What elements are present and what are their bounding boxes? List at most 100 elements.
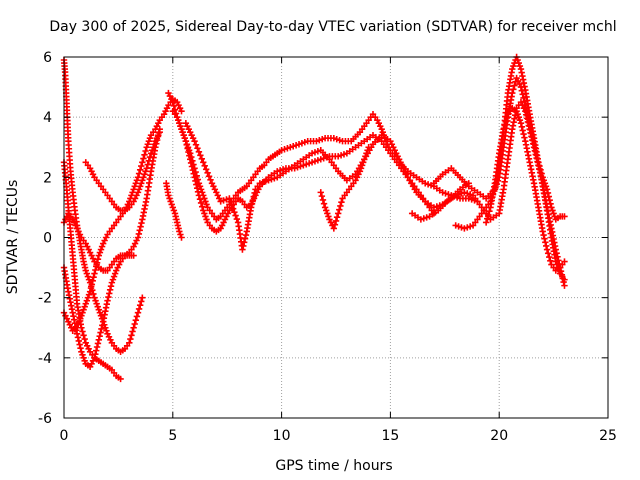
data-point xyxy=(515,113,522,121)
data-point xyxy=(197,152,204,159)
series-trace-11 xyxy=(317,144,372,232)
data-point xyxy=(549,207,556,214)
data-point xyxy=(363,150,370,157)
data-point xyxy=(330,225,338,232)
series-trace-9 xyxy=(169,107,438,235)
data-point xyxy=(138,298,145,305)
data-point xyxy=(544,250,552,257)
data-point xyxy=(110,273,118,280)
data-point xyxy=(177,122,184,130)
data-point xyxy=(545,193,553,200)
data-point xyxy=(204,169,211,177)
data-point xyxy=(183,141,190,149)
data-point xyxy=(240,242,247,250)
data-point xyxy=(96,249,104,256)
data-point xyxy=(142,147,149,155)
data-point xyxy=(510,86,517,93)
data-point xyxy=(131,183,138,190)
data-point xyxy=(194,188,202,195)
data-point xyxy=(333,213,341,221)
data-point xyxy=(503,114,511,122)
data-point xyxy=(561,282,568,289)
data-point xyxy=(200,159,207,166)
data-point xyxy=(520,130,527,138)
data-point xyxy=(239,246,246,253)
data-point xyxy=(205,173,213,180)
data-point xyxy=(135,170,143,177)
data-point xyxy=(485,211,492,219)
data-point xyxy=(188,163,196,170)
data-point xyxy=(541,180,549,187)
data-point xyxy=(137,223,144,230)
data-point xyxy=(150,144,157,151)
data-point xyxy=(97,329,104,336)
data-point xyxy=(484,215,491,222)
data-point xyxy=(79,328,86,335)
data-point xyxy=(196,195,204,203)
data-point xyxy=(111,270,119,277)
data-point xyxy=(81,303,88,310)
x-tick-label: 15 xyxy=(381,428,399,444)
data-point xyxy=(337,202,344,210)
data-point xyxy=(132,180,140,187)
data-point xyxy=(98,243,106,250)
data-point xyxy=(228,202,236,209)
data-point xyxy=(551,213,558,220)
data-point xyxy=(191,138,198,145)
data-point xyxy=(170,102,178,110)
data-point xyxy=(202,213,209,220)
data-point xyxy=(535,159,542,166)
data-point xyxy=(80,306,87,313)
data-point xyxy=(241,235,249,242)
y-tick-label: 4 xyxy=(43,110,52,126)
data-point xyxy=(151,141,158,148)
data-point xyxy=(75,337,82,345)
data-point xyxy=(76,318,83,325)
data-point xyxy=(247,204,255,211)
series-trace-1 xyxy=(60,56,146,356)
data-point xyxy=(106,286,114,294)
data-point xyxy=(182,138,190,145)
data-point xyxy=(516,116,524,124)
y-tick-label: 0 xyxy=(43,231,52,247)
data-point xyxy=(117,375,124,383)
data-point xyxy=(232,212,239,219)
data-point xyxy=(91,270,98,277)
data-point xyxy=(533,151,540,159)
data-point xyxy=(362,153,369,160)
data-point xyxy=(79,309,86,316)
data-point xyxy=(180,132,187,139)
series-trace-5 xyxy=(60,126,163,274)
data-point xyxy=(86,288,94,295)
data-point xyxy=(540,177,548,184)
data-point xyxy=(176,119,183,127)
data-point xyxy=(139,177,146,184)
data-point xyxy=(334,210,342,217)
data-point xyxy=(543,242,550,250)
data-point xyxy=(203,216,210,223)
data-point xyxy=(502,118,509,125)
data-point xyxy=(170,207,178,214)
data-point xyxy=(358,162,366,169)
data-point xyxy=(190,170,197,177)
data-point xyxy=(135,186,143,193)
data-point xyxy=(130,324,137,331)
data-point xyxy=(186,152,193,159)
data-point xyxy=(319,196,327,204)
data-point xyxy=(178,126,185,133)
data-point xyxy=(534,155,541,162)
chart-title: Day 300 of 2025, Sidereal Day-to-day VTE… xyxy=(49,19,616,35)
data-point xyxy=(74,321,82,328)
data-point xyxy=(513,107,520,115)
data-point xyxy=(135,305,143,313)
axis-ticks: 0 5 10 15 20 25 -6 -4 -2 0 2 4 6 xyxy=(38,50,617,444)
data-point xyxy=(510,62,517,70)
data-point xyxy=(518,123,526,130)
data-point xyxy=(561,213,568,220)
data-point xyxy=(136,301,144,309)
data-point xyxy=(203,201,210,208)
data-point xyxy=(193,184,201,192)
data-point xyxy=(95,336,103,343)
data-point xyxy=(521,98,528,105)
data-point xyxy=(143,144,150,151)
